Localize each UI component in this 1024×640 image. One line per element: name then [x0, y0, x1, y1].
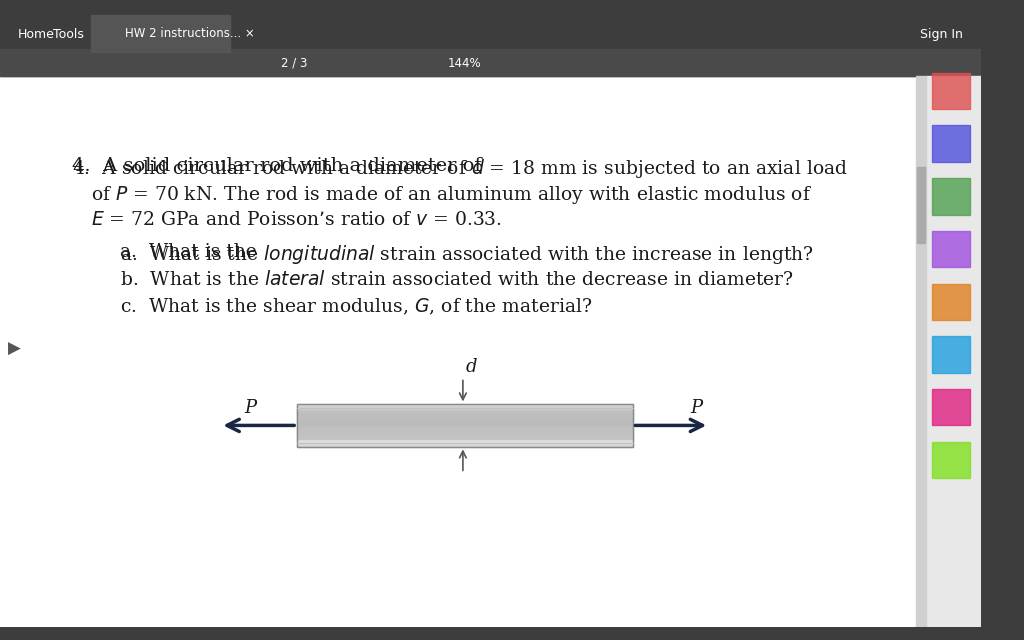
Bar [297, 410, 633, 412]
Bar [932, 178, 970, 214]
Bar [297, 420, 633, 422]
Text: 4.  A solid circular rod with a diameter of: 4. A solid circular rod with a diameter … [72, 157, 487, 175]
Bar [297, 405, 633, 407]
Bar [297, 440, 633, 442]
Text: HW 2 instructions... ×: HW 2 instructions... × [125, 27, 254, 40]
Bar [932, 125, 970, 162]
Text: of $P$ = 70 kN. The rod is made of an aluminum alloy with elastic modulus of: of $P$ = 70 kN. The rod is made of an al… [91, 184, 812, 206]
Bar [297, 428, 633, 429]
Bar [918, 166, 925, 243]
Bar [297, 438, 633, 440]
Text: Home: Home [17, 28, 54, 41]
Bar [297, 436, 633, 438]
Bar [297, 408, 633, 410]
Bar [297, 445, 633, 447]
Bar [297, 417, 633, 419]
Text: P: P [690, 399, 702, 417]
Bar [297, 444, 633, 445]
Bar [932, 73, 970, 109]
Text: ▶: ▶ [7, 340, 20, 358]
Bar [926, 76, 981, 627]
Text: Sign In: Sign In [920, 28, 963, 41]
Bar [297, 433, 633, 435]
Bar [297, 435, 633, 436]
Bar [932, 442, 970, 478]
Bar [91, 15, 230, 52]
Text: 4.  A solid circular rod with a diameter of $d$ = 18 mm is subjected to an axial: 4. A solid circular rod with a diameter … [72, 157, 848, 180]
Bar [297, 429, 633, 431]
Text: 144%: 144% [447, 57, 481, 70]
Text: b.  What is the $\it{lateral}$ strain associated with the decrease in diameter?: b. What is the $\it{lateral}$ strain ass… [120, 270, 794, 289]
Bar [297, 431, 633, 433]
Bar [932, 336, 970, 372]
Bar [932, 231, 970, 268]
Bar [0, 49, 981, 76]
Text: d: d [466, 358, 477, 376]
Text: Tools: Tools [52, 28, 84, 41]
Bar [297, 424, 633, 426]
Bar [297, 432, 633, 434]
Text: 2 / 3: 2 / 3 [281, 57, 307, 70]
Bar [297, 422, 633, 424]
Text: $E$ = 72 GPa and Poisson’s ratio of $v$ = 0.33.: $E$ = 72 GPa and Poisson’s ratio of $v$ … [91, 211, 502, 228]
Bar [297, 415, 633, 417]
Text: a.  What is the: a. What is the [120, 243, 262, 261]
Text: P: P [245, 399, 256, 417]
Bar [297, 442, 633, 444]
Bar [932, 284, 970, 320]
Text: a.  What is the $\it{longitudinal}$ strain associated with the increase in lengt: a. What is the $\it{longitudinal}$ strai… [120, 243, 814, 266]
Bar [297, 404, 633, 447]
Bar [297, 412, 633, 414]
Bar [297, 404, 633, 406]
Bar [0, 76, 926, 627]
Bar [297, 439, 633, 441]
Bar [932, 389, 970, 426]
Bar [297, 425, 633, 427]
Bar [297, 426, 633, 428]
Bar [0, 13, 981, 76]
Bar [916, 76, 926, 627]
Bar [297, 419, 633, 421]
Bar [297, 411, 633, 413]
Text: c.  What is the shear modulus, $G$, of the material?: c. What is the shear modulus, $G$, of th… [120, 297, 592, 317]
Bar [297, 406, 633, 408]
Bar [297, 413, 633, 415]
Bar [297, 418, 633, 420]
